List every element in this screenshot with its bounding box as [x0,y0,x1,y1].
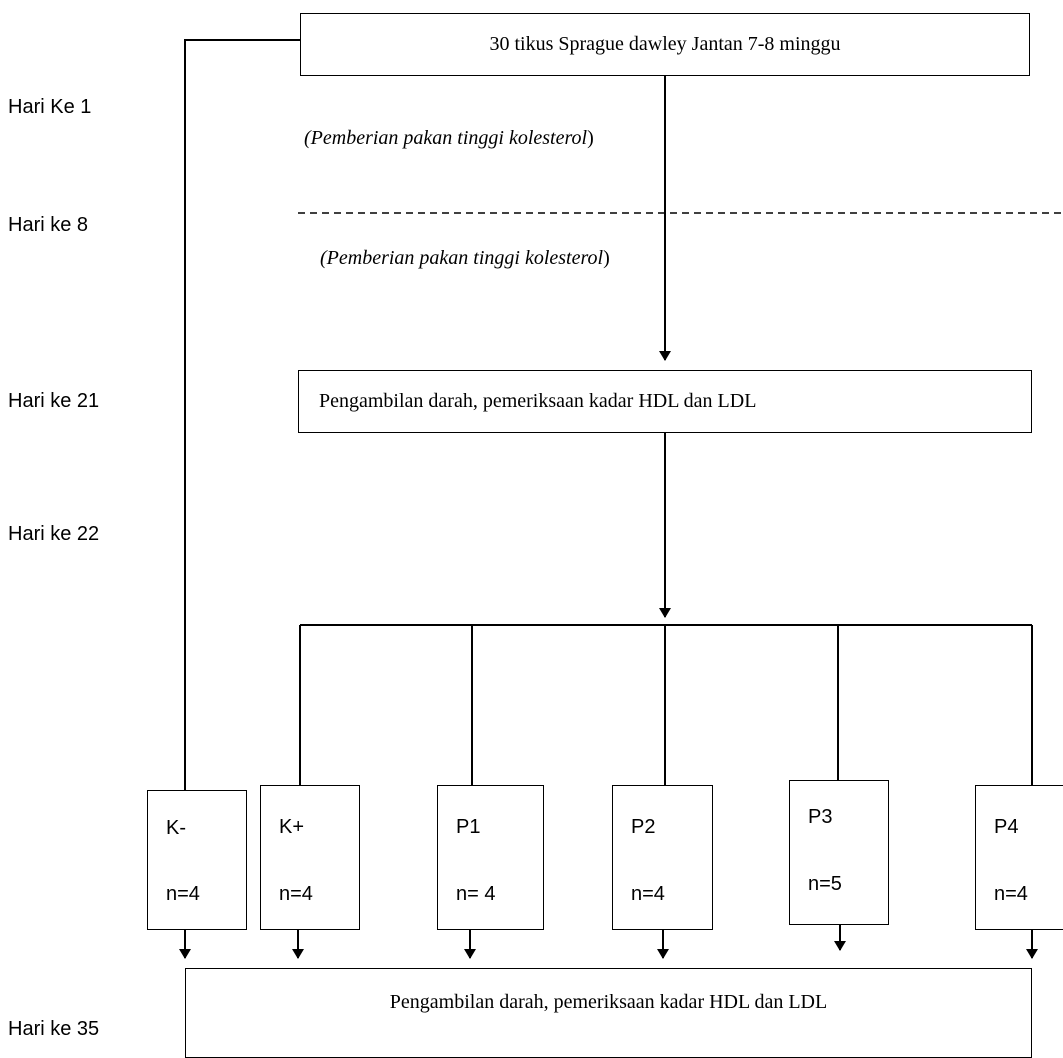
group-box-p2: P2 n=4 [612,785,713,930]
group-sample-size: n=5 [808,873,842,895]
group-box-k-minus: K- n=4 [147,790,247,930]
feeding-note-2-text: (Pemberian pakan tinggi kolesterol [320,247,604,269]
group-box-p4: P4 n=4 [975,785,1063,930]
subjects-box: 30 tikus Sprague dawley Jantan 7-8 mingg… [300,13,1030,76]
blood-sampling-day21-text: Pengambilan darah, pemeriksaan kadar HDL… [319,390,757,412]
group-sample-size: n=4 [166,883,200,905]
group-name: K- [166,817,186,839]
blood-sampling-day21-box: Pengambilan darah, pemeriksaan kadar HDL… [298,370,1032,433]
group-name: P3 [808,806,833,828]
group-name: P1 [456,816,481,838]
group-name: P2 [631,816,656,838]
group-sample-size: n=4 [994,883,1028,905]
group-sample-size: n=4 [631,883,665,905]
day-label-21: Hari ke 21 [8,390,100,412]
group-box-p1: P1 n= 4 [437,785,544,930]
subjects-box-text: 30 tikus Sprague dawley Jantan 7-8 mingg… [489,33,841,55]
feeding-note-2-paren: ) [603,247,610,269]
feeding-note-2: (Pemberian pakan tinggi kolesterol) [320,243,660,303]
feeding-note-1-text: (Pemberian pakan tinggi kolesterol [304,127,588,149]
blood-sampling-day35-text: Pengambilan darah, pemeriksaan kadar HDL… [389,991,828,1013]
group-sample-size: n=4 [279,883,313,905]
group-sample-size: n= 4 [456,883,496,905]
group-name: P4 [994,816,1019,838]
day-label-1: Hari Ke 1 [8,96,92,118]
group-box-k-plus: K+ n=4 [260,785,360,930]
group-box-p3: P3 n=5 [789,780,889,925]
k-minus-connector [184,39,300,790]
day-label-8: Hari ke 8 [8,214,89,236]
group-name: K+ [279,816,305,838]
day-label-35: Hari ke 35 [8,1018,100,1040]
blood-sampling-day35-box: Pengambilan darah, pemeriksaan kadar HDL… [185,968,1032,1058]
feeding-note-1: (Pemberian pakan tinggi kolesterol) [304,123,644,153]
feeding-note-1-paren: ) [587,127,594,149]
day-label-22: Hari ke 22 [8,523,100,545]
